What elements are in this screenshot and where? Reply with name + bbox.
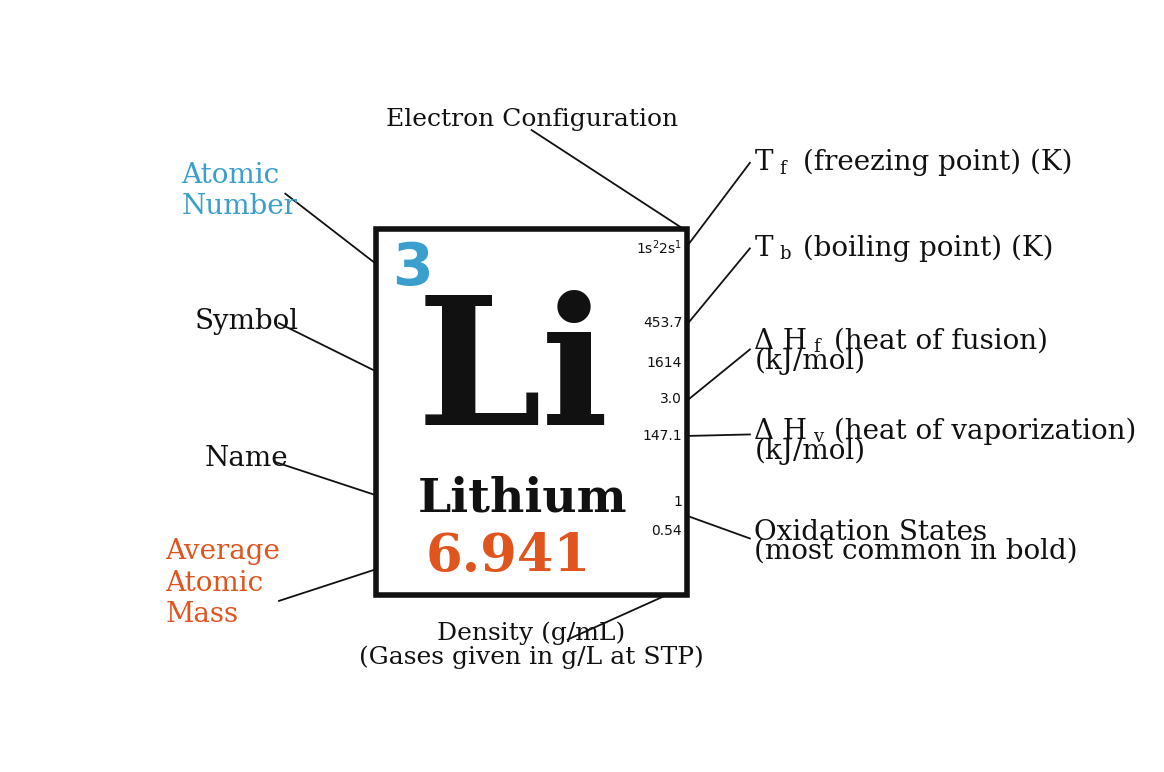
Text: T: T — [754, 235, 773, 262]
Text: (Gases given in g/L at STP): (Gases given in g/L at STP) — [360, 645, 704, 669]
Text: Name: Name — [204, 445, 288, 472]
Text: Symbol: Symbol — [196, 308, 299, 335]
Text: v: v — [812, 428, 823, 446]
Text: b: b — [780, 245, 792, 263]
Text: Density (g/mL): Density (g/mL) — [438, 621, 626, 645]
Text: 3: 3 — [392, 240, 432, 297]
Text: 3.0: 3.0 — [660, 392, 682, 406]
Text: 453.7: 453.7 — [643, 316, 682, 330]
Text: Oxidation States: Oxidation States — [754, 519, 987, 546]
Text: T: T — [754, 149, 773, 176]
Text: Li: Li — [417, 290, 610, 462]
Text: (most common in bold): (most common in bold) — [754, 538, 1078, 565]
Text: 0.54: 0.54 — [652, 524, 682, 538]
Text: f: f — [812, 338, 819, 356]
Text: Average
Atomic
Mass: Average Atomic Mass — [165, 538, 281, 628]
Text: Δ H: Δ H — [754, 418, 808, 445]
Text: (heat of fusion): (heat of fusion) — [825, 327, 1048, 354]
Text: (freezing point) (K): (freezing point) (K) — [794, 149, 1072, 177]
Text: 147.1: 147.1 — [643, 429, 682, 443]
Text: (heat of vaporization): (heat of vaporization) — [825, 418, 1136, 445]
Text: Lithium: Lithium — [418, 475, 627, 521]
Text: Δ H: Δ H — [754, 327, 808, 354]
Text: (kJ/mol): (kJ/mol) — [754, 438, 866, 466]
Bar — [376, 229, 687, 595]
Text: 1: 1 — [674, 495, 682, 509]
Text: (boiling point) (K): (boiling point) (K) — [794, 235, 1053, 262]
Text: 6.941: 6.941 — [426, 531, 591, 582]
Text: 1614: 1614 — [647, 356, 682, 370]
Text: (kJ/mol): (kJ/mol) — [754, 347, 866, 375]
Text: Atomic
Number: Atomic Number — [182, 161, 298, 220]
Text: Electron Configuration: Electron Configuration — [385, 108, 677, 131]
Text: $\mathregular{1s^22s^1}$: $\mathregular{1s^22s^1}$ — [636, 239, 682, 257]
Text: f: f — [780, 160, 787, 178]
